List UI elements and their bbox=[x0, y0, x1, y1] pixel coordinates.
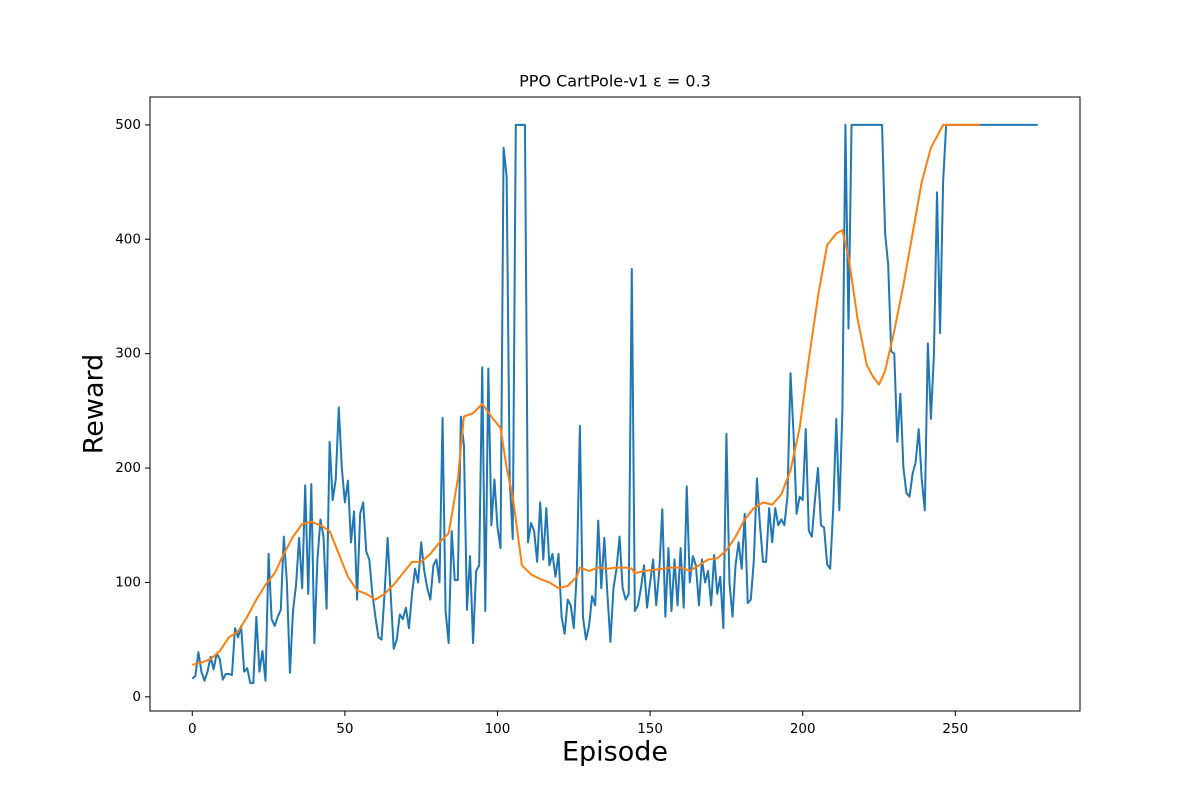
y-tick-label: 500 bbox=[115, 117, 141, 133]
x-tick-label: 250 bbox=[942, 721, 968, 737]
x-tick-label: 200 bbox=[790, 721, 816, 737]
x-tick-label: 100 bbox=[485, 721, 511, 737]
y-tick-label: 200 bbox=[115, 460, 141, 476]
y-tick-label: 0 bbox=[132, 689, 141, 705]
x-tick-label: 50 bbox=[336, 721, 353, 737]
data-line bbox=[192, 123, 980, 666]
y-tick-label: 100 bbox=[115, 574, 141, 590]
x-tick-label: 150 bbox=[637, 721, 663, 737]
plot-frame bbox=[149, 96, 1081, 712]
data-line bbox=[191, 123, 1038, 685]
y-tick-label: 400 bbox=[115, 231, 141, 247]
x-axis-label: Episode bbox=[562, 737, 668, 768]
y-axis-label: Reward bbox=[79, 354, 110, 455]
x-tick-label: 0 bbox=[188, 721, 197, 737]
y-tick-label: 300 bbox=[115, 346, 141, 362]
chart-title: PPO CartPole-v1 ε = 0.3 bbox=[519, 72, 711, 91]
